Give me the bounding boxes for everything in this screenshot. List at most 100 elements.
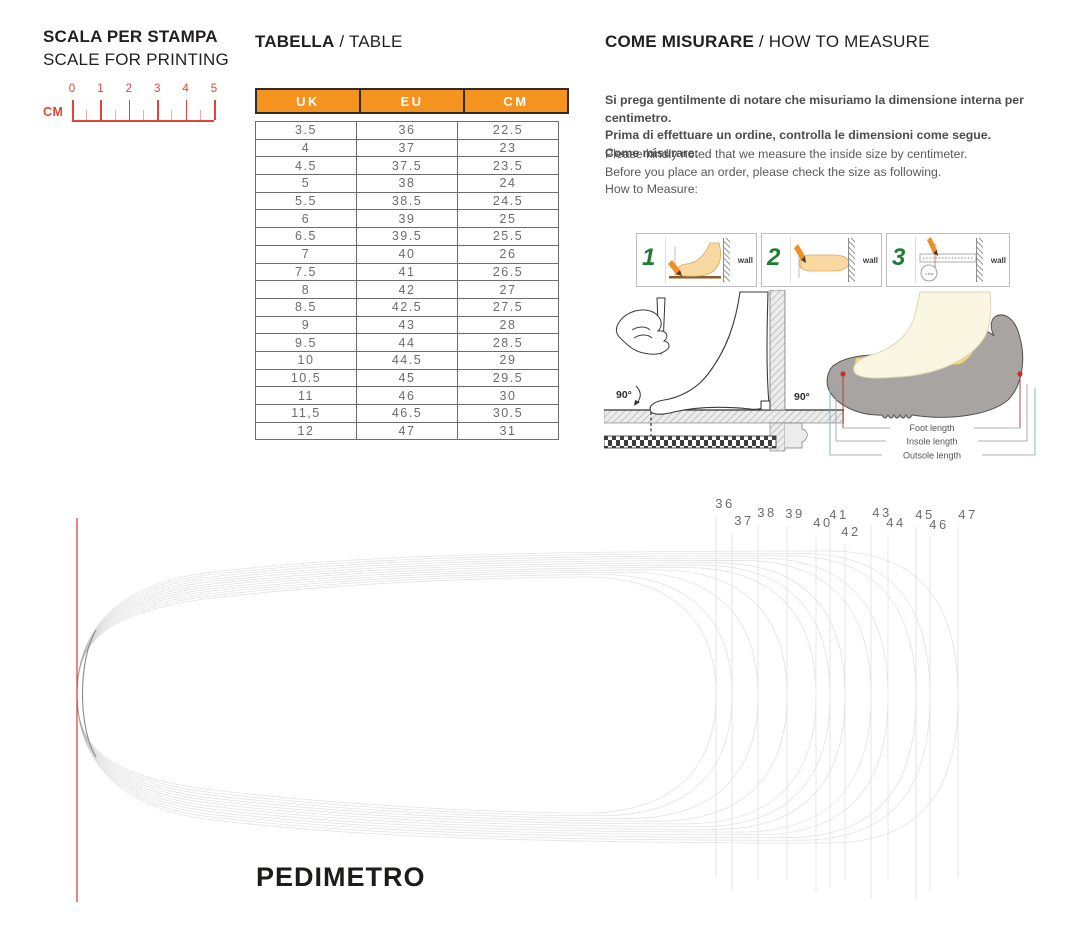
foot-in-shoe (853, 291, 992, 379)
measure-step-2: 2 wall (761, 233, 882, 287)
size-cell: 25 (457, 209, 559, 229)
foot-outline (76, 574, 733, 817)
size-label: 41 (829, 507, 848, 522)
foot-profile (649, 291, 770, 415)
note-it-line1: Si prega gentilmente di notare che misur… (605, 93, 1024, 125)
ruler-tick-minor (114, 110, 116, 120)
pedimeter-label: PEDIMETRO (256, 862, 426, 892)
size-cell: 6.5 (255, 227, 357, 246)
step-3-badge: n.b/w (925, 272, 934, 276)
ruler-tick-major (72, 100, 74, 120)
size-table-row: 12 47 31 (255, 421, 559, 441)
ruler-tick-major (128, 100, 131, 120)
size-column-header: UK (255, 88, 361, 114)
size-cell: 30.5 (457, 404, 559, 423)
ruler-strip (604, 435, 777, 449)
step-2-wall-label: wall (862, 256, 878, 265)
size-table-row: 11,5 46.5 30.5 (255, 404, 559, 423)
size-cell: 39 (356, 209, 458, 229)
size-cell: 30 (457, 386, 559, 405)
size-table-row: 9.5 44 28.5 (255, 333, 559, 352)
size-cell: 10 (255, 350, 357, 370)
size-cell: 40 (356, 244, 458, 264)
print-scale-title-en: SCALE FOR PRINTING (43, 50, 229, 69)
size-cell: 5 (255, 174, 357, 193)
size-table: 3.5 36 22.5 4 37 23 4.5 37.5 23.5 5 38 24 5.5 38.5 24.… (255, 121, 559, 441)
size-cell: 39.5 (356, 227, 458, 246)
size-cell: 27.5 (457, 297, 559, 317)
size-table-row: 9 43 28 (255, 315, 559, 335)
size-table-row: 8 42 27 (255, 280, 559, 299)
size-cell: 43 (356, 315, 458, 335)
htm-title-bold: COME MISURARE (605, 32, 754, 51)
foot-outline (76, 564, 831, 828)
htm-title-sep: / (754, 32, 769, 51)
size-cell: 44.5 (356, 350, 458, 370)
hand-icon (615, 309, 670, 355)
measure-step-1: 1 wall (636, 233, 757, 287)
size-table-row: 7 40 26 (255, 244, 559, 264)
foot-outline (76, 550, 959, 844)
foot-length-label: Foot length (909, 423, 954, 433)
table-title: TABELLA / TABLE (255, 30, 403, 53)
note-english: Please kindly noted that we measure the … (605, 146, 1075, 199)
foot-outline (76, 571, 759, 819)
print-scale-title-it: SCALA PER STAMPA (43, 27, 218, 46)
outsole-length-label: Outsole length (903, 451, 961, 461)
measuring-diagram-foot-wall: 90° 90° (604, 290, 844, 452)
heel-arc (81, 629, 97, 758)
step-3-ruler-icon: n.b/w (919, 237, 977, 282)
size-label: 42 (841, 524, 860, 539)
table-title-sep: / (334, 32, 349, 51)
size-table-row: 6 39 25 (255, 209, 559, 229)
ruler-tick-major (185, 100, 188, 120)
size-table-row: 6.5 39.5 25.5 (255, 227, 559, 246)
size-label: 45 (915, 507, 934, 522)
ruler-number: 5 (210, 83, 218, 95)
size-cell: 26.5 (457, 262, 559, 282)
step-3-wall-label: wall (990, 256, 1006, 265)
cm-ruler: 0 1 2 3 4 5 (69, 83, 218, 123)
print-scale-section: SCALA PER STAMPA SCALE FOR PRINTING CM 0… (43, 25, 243, 135)
size-cell: 37.5 (356, 156, 458, 176)
size-label: 36 (715, 496, 734, 511)
wall-hatch-icon (976, 238, 983, 282)
size-table-header-row: UK EU CM (255, 88, 569, 114)
ruler-tick-major (214, 100, 216, 120)
size-cell: 8 (255, 280, 357, 299)
size-cell: 9 (255, 315, 357, 335)
step-1-wall-label: wall (737, 256, 753, 265)
size-cell: 6 (255, 209, 357, 229)
size-table-row: 4.5 37.5 23.5 (255, 156, 559, 176)
size-label: 39 (785, 506, 804, 521)
note-en-line3: How to Measure: (605, 182, 698, 196)
angle-label-right: 90° (794, 391, 810, 403)
step-1-foot-side-icon (668, 242, 721, 279)
size-cell: 4 (255, 138, 357, 158)
cm-unit-label: CM (43, 105, 64, 119)
size-label: 44 (886, 515, 905, 530)
size-cell: 37 (356, 138, 458, 158)
size-cell: 42 (356, 280, 458, 299)
step-divider (665, 237, 666, 283)
ruler-tick-minor (86, 110, 88, 120)
size-table-row: 4 37 23 (255, 138, 559, 158)
size-cell: 5.5 (255, 191, 357, 211)
size-cell: 45 (356, 368, 458, 388)
size-table-body: 3.5 36 22.5 4 37 23 4.5 37.5 23.5 5 38 24 5.5 38.5 24.… (255, 121, 559, 441)
note-en-line2: Before you place an order, please check … (605, 164, 942, 179)
measure-step-3: 3 n.b/w wall (886, 233, 1010, 287)
angle-label-left: 90° (616, 389, 632, 401)
size-cell: 27 (457, 280, 559, 299)
foot-outline (76, 562, 846, 830)
wall (769, 290, 786, 411)
step-2-number: 2 (767, 244, 781, 271)
size-column-header: EU (359, 88, 465, 114)
size-table-row: 3.5 36 22.5 (255, 121, 559, 140)
size-cell: 11 (255, 386, 357, 405)
size-cell: 7.5 (255, 262, 357, 282)
note-it-line2: Prima di effettuare un ordine, controlla… (605, 128, 992, 142)
size-label: 40 (813, 515, 832, 530)
shoe-length-diagram: Foot length Insole length Outsole length (826, 291, 1036, 461)
